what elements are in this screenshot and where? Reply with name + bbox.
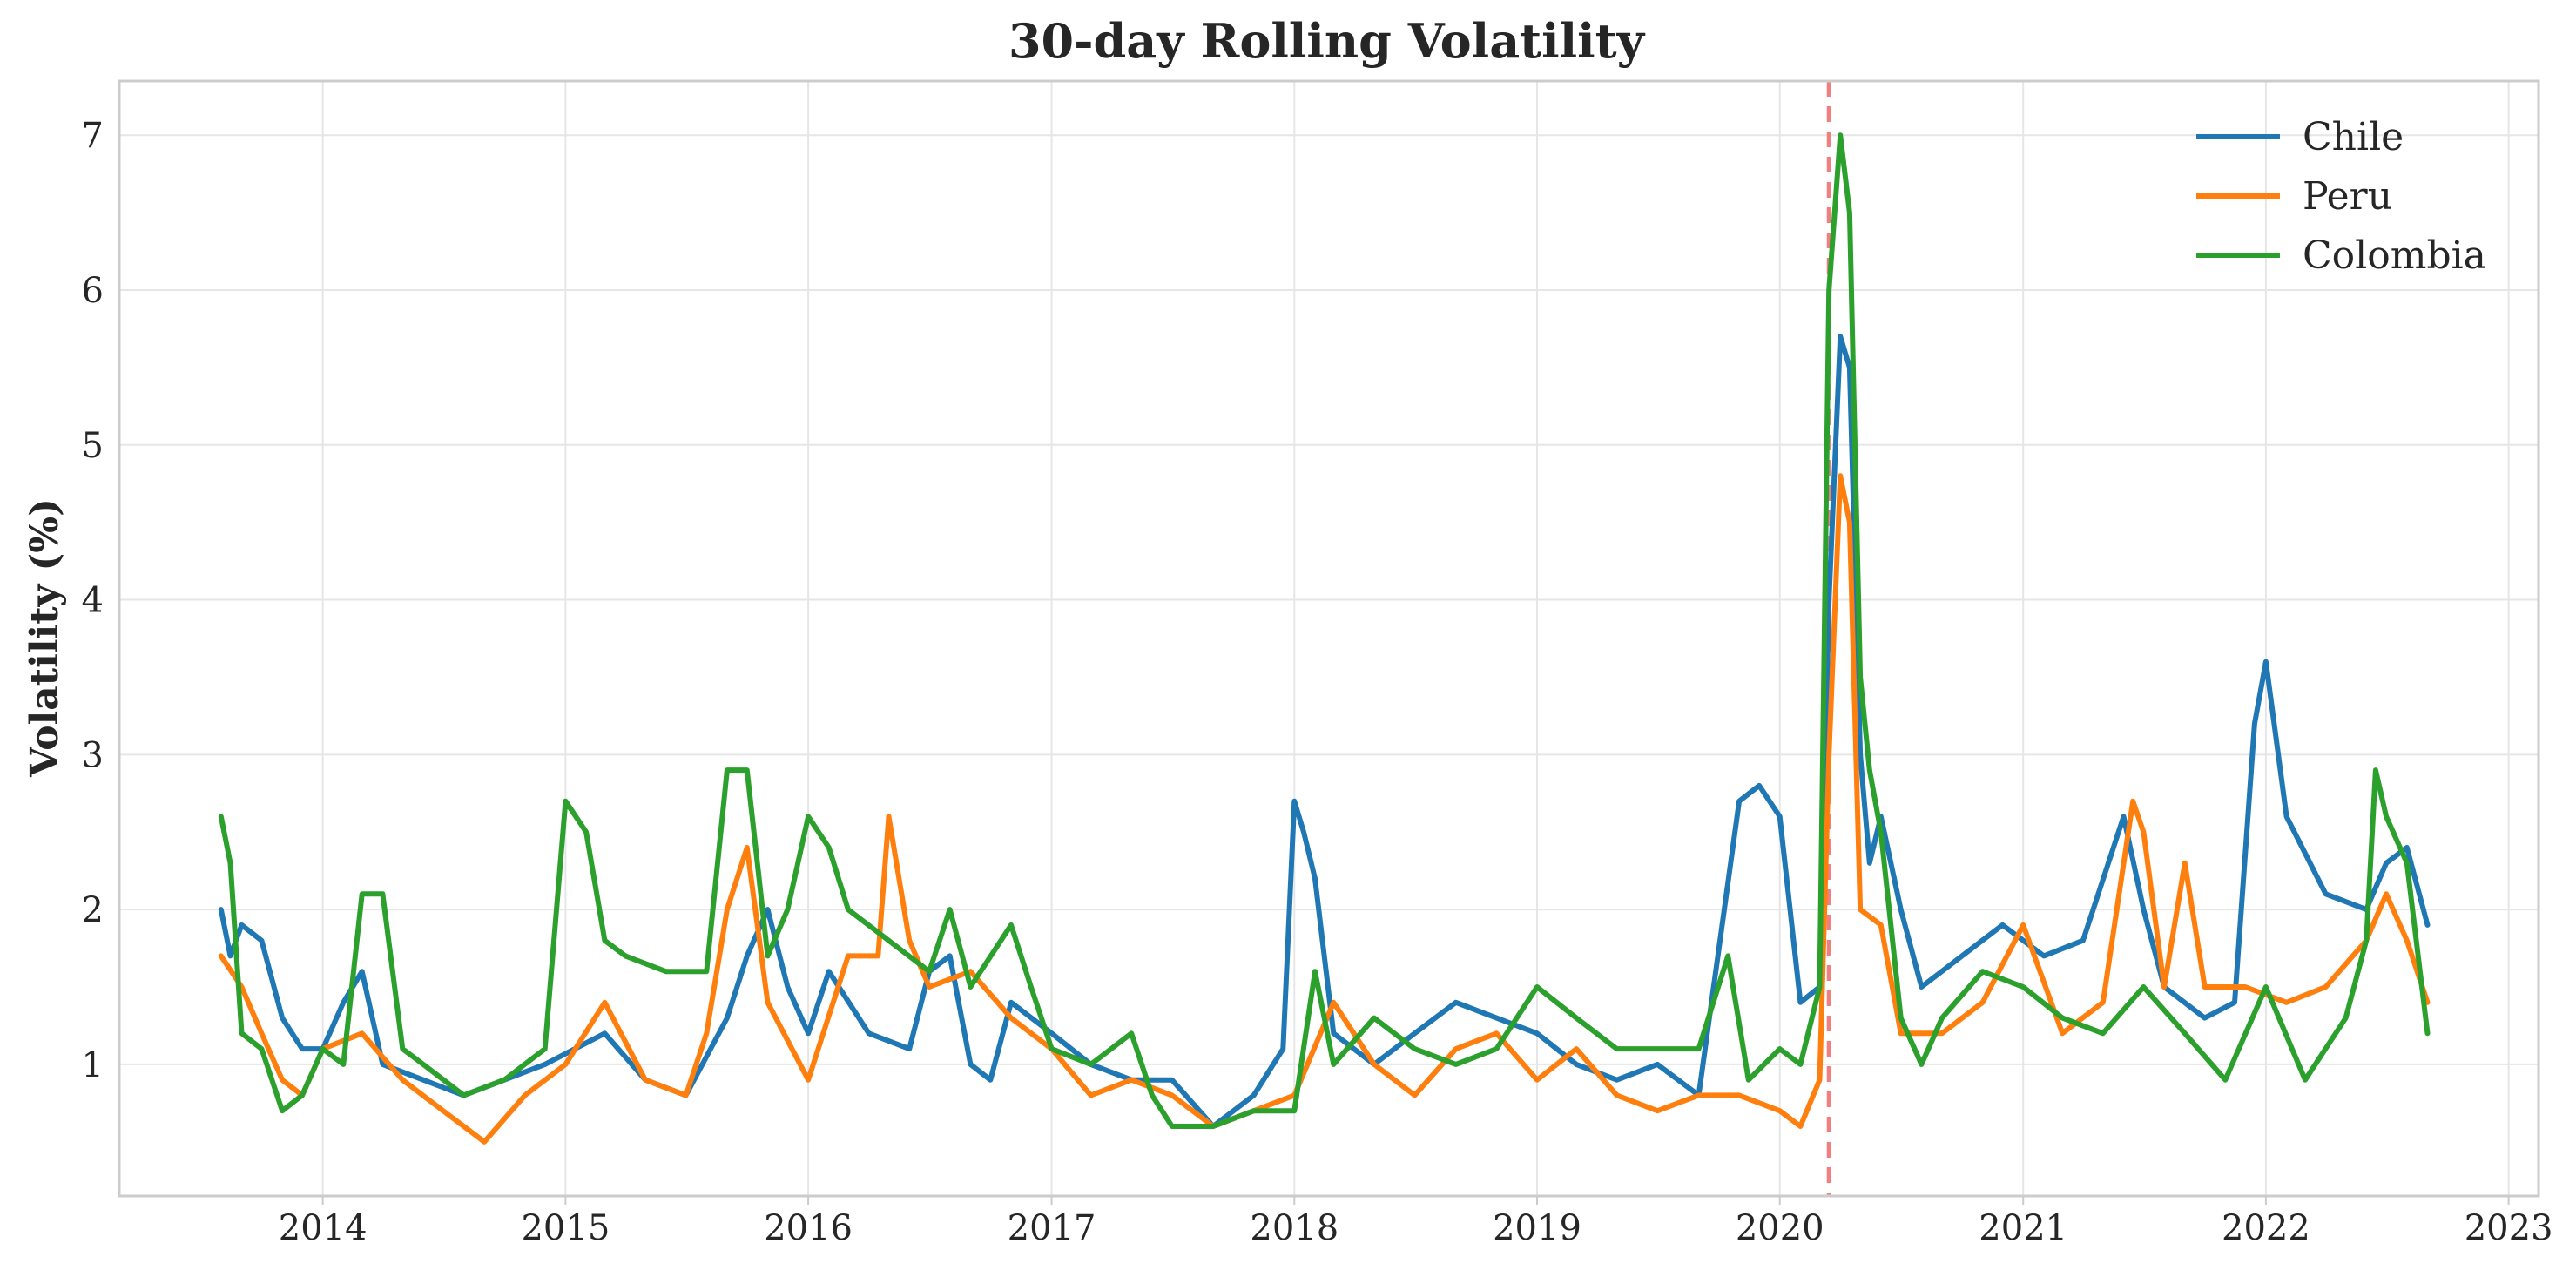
x-tick-label: 2019: [1493, 1208, 1581, 1248]
legend: Chile Peru Colombia: [2196, 115, 2486, 278]
series-line-colombia: [218, 132, 2431, 1129]
x-tick-label: 2021: [1979, 1208, 2067, 1248]
x-tick-label: 2020: [1736, 1208, 1824, 1248]
y-tick-label: 2: [82, 890, 104, 930]
x-tick-label: 2018: [1250, 1208, 1339, 1248]
x-tick-label: 2016: [764, 1208, 853, 1248]
x-tick-label: 2015: [521, 1208, 610, 1248]
y-axis-ticks: 1 2 3 4 5 6 7: [82, 116, 104, 1085]
legend-label-colombia: Colombia: [2303, 233, 2486, 278]
legend-label-peru: Peru: [2303, 174, 2392, 219]
series-line-peru: [218, 473, 2431, 1145]
y-tick-label: 1: [82, 1045, 104, 1085]
y-tick-label: 3: [82, 735, 104, 775]
plot-frame: [118, 79, 2540, 1198]
x-axis-ticks: 2014 2015 2016 2017 2018 2019 2020 2021 2022 2023: [279, 1196, 2553, 1248]
series-line-chile: [218, 334, 2431, 1129]
y-tick-label: 7: [82, 116, 104, 156]
y-tick-label: 5: [82, 426, 104, 466]
x-tick-label: 2022: [2222, 1208, 2310, 1248]
y-tick-label: 6: [82, 271, 104, 311]
y-tick-label: 4: [82, 581, 104, 621]
legend-label-chile: Chile: [2303, 115, 2404, 159]
x-tick-label: 2017: [1008, 1208, 1096, 1248]
series-lines: [218, 132, 2431, 1145]
y-axis-label: Volatility (%): [23, 498, 67, 778]
x-tick-label: 2023: [2465, 1208, 2553, 1248]
x-tick-label: 2014: [279, 1208, 368, 1248]
chart-title: 30-day Rolling Volatility: [1008, 13, 1646, 69]
